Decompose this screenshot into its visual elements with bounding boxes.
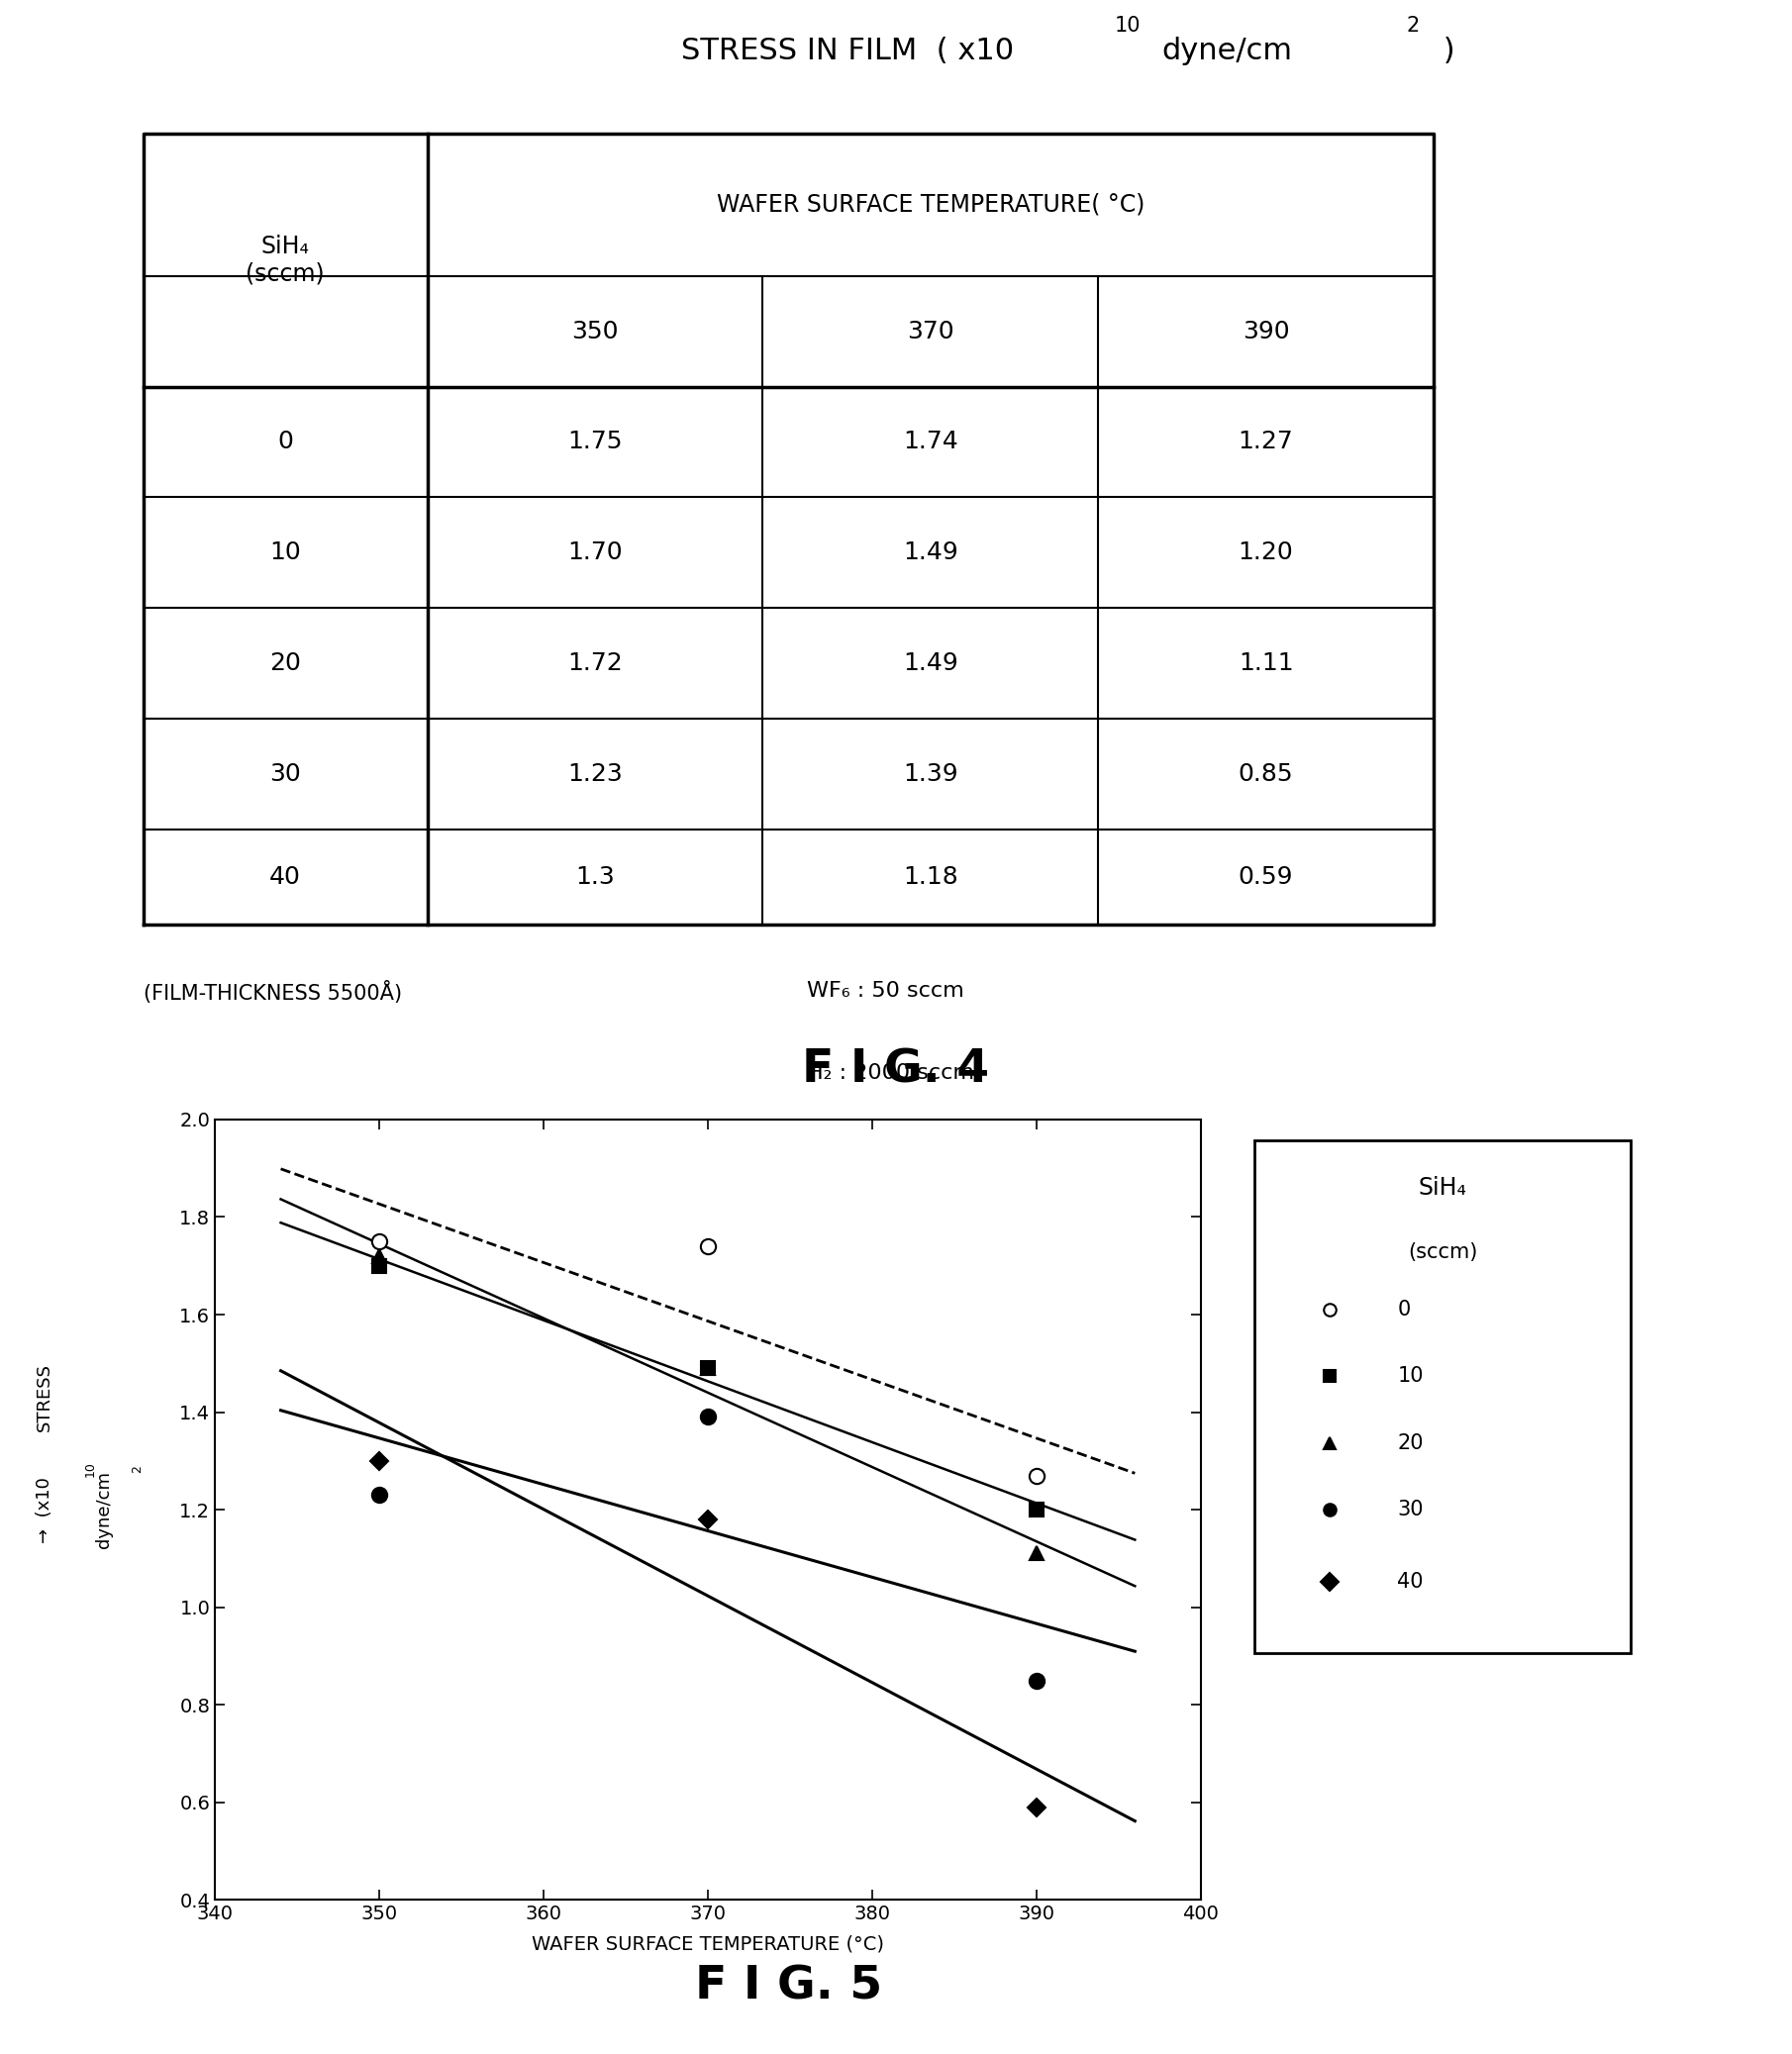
Text: 0.85: 0.85 bbox=[1238, 762, 1294, 787]
Text: 0.59: 0.59 bbox=[1238, 865, 1294, 889]
Text: 2: 2 bbox=[1407, 16, 1419, 35]
Text: 10: 10 bbox=[1398, 1366, 1423, 1386]
Text: 0: 0 bbox=[1398, 1300, 1410, 1319]
Text: 1.11: 1.11 bbox=[1238, 651, 1294, 676]
Text: 1.3: 1.3 bbox=[575, 865, 615, 889]
Text: WF₆ : 50 sccm: WF₆ : 50 sccm bbox=[806, 982, 964, 1000]
Text: 350: 350 bbox=[572, 318, 618, 343]
Text: 1.74: 1.74 bbox=[903, 429, 959, 454]
Text: SiH₄: SiH₄ bbox=[1417, 1175, 1468, 1200]
Text: 40: 40 bbox=[1398, 1571, 1423, 1592]
Text: 1.72: 1.72 bbox=[568, 651, 622, 676]
Text: F I G. 5: F I G. 5 bbox=[695, 1964, 882, 2009]
Text: 1.70: 1.70 bbox=[568, 540, 622, 565]
Text: (FILM-THICKNESS 5500Å): (FILM-THICKNESS 5500Å) bbox=[143, 982, 401, 1004]
Text: 1.39: 1.39 bbox=[903, 762, 959, 787]
Text: dyne/cm: dyne/cm bbox=[1161, 37, 1292, 66]
Text: (sccm): (sccm) bbox=[1409, 1243, 1477, 1263]
Text: 1.27: 1.27 bbox=[1238, 429, 1294, 454]
Text: 20: 20 bbox=[269, 651, 301, 676]
Text: 1.49: 1.49 bbox=[903, 540, 959, 565]
Text: 10: 10 bbox=[84, 1460, 97, 1477]
Text: SiH₄
(sccm): SiH₄ (sccm) bbox=[246, 234, 324, 286]
Text: 30: 30 bbox=[269, 762, 301, 787]
Text: 10: 10 bbox=[269, 540, 301, 565]
Text: 40: 40 bbox=[269, 865, 301, 889]
Text: 390: 390 bbox=[1242, 318, 1290, 343]
Text: →  (x10: → (x10 bbox=[36, 1477, 54, 1543]
Text: H₂ : 2000 sccm: H₂ : 2000 sccm bbox=[806, 1064, 973, 1082]
Text: F I G. 4: F I G. 4 bbox=[803, 1048, 989, 1093]
Text: 1.75: 1.75 bbox=[568, 429, 622, 454]
Text: 20: 20 bbox=[1398, 1434, 1423, 1452]
Text: 1.20: 1.20 bbox=[1238, 540, 1294, 565]
X-axis label: WAFER SURFACE TEMPERATURE (°C): WAFER SURFACE TEMPERATURE (°C) bbox=[532, 1935, 883, 1953]
Text: 2: 2 bbox=[131, 1465, 143, 1473]
Text: 10: 10 bbox=[1115, 16, 1142, 35]
Text: STRESS IN FILM  ( x10: STRESS IN FILM ( x10 bbox=[681, 37, 1014, 66]
Text: 1.49: 1.49 bbox=[903, 651, 959, 676]
Text: 0: 0 bbox=[278, 429, 294, 454]
Text: dyne/cm: dyne/cm bbox=[95, 1471, 113, 1549]
Text: WAFER SURFACE TEMPERATURE( °C): WAFER SURFACE TEMPERATURE( °C) bbox=[717, 193, 1145, 216]
Text: STRESS: STRESS bbox=[36, 1362, 54, 1432]
Text: 370: 370 bbox=[907, 318, 953, 343]
Text: 1.23: 1.23 bbox=[568, 762, 622, 787]
Text: ): ) bbox=[1434, 37, 1455, 66]
Text: 30: 30 bbox=[1398, 1499, 1423, 1520]
Text: 1.18: 1.18 bbox=[903, 865, 959, 889]
